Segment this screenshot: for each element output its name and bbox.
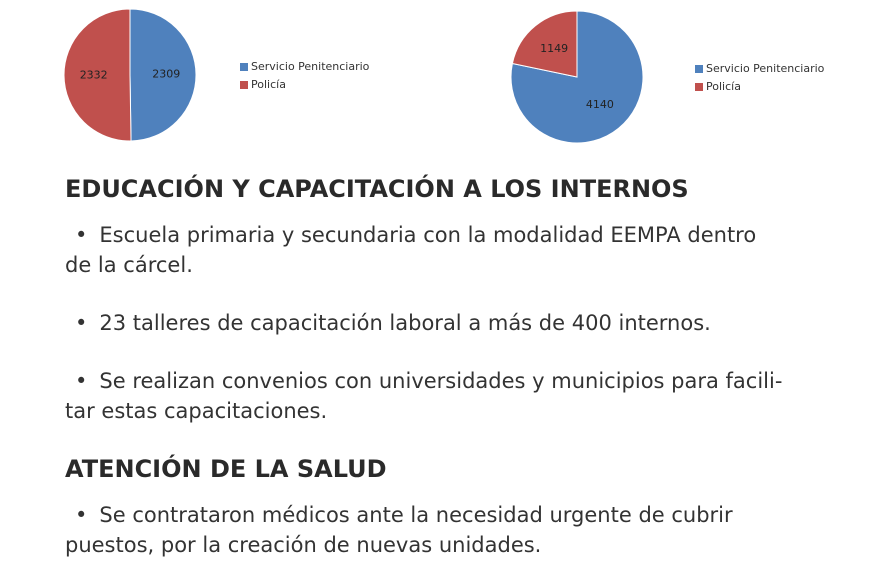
pie-slice [511,10,578,78]
charts: 2309 Servicio Penitenciario 2332 Policía 414… [63,8,825,144]
bullet-item: Se contrataron médicos ante la necesidad… [65,500,845,560]
section-heading: ATENCIÓN DE LA SALUD [65,455,387,483]
bullet-item: Se realizan convenios con universidades … [65,366,845,426]
pie-slice [510,10,644,144]
pie-slice [129,8,197,142]
legend-swatch [695,83,703,91]
text-line: Se realizan convenios con universidades … [65,366,845,396]
legend-label: Servicio Penitenciario [706,62,825,75]
section: EDUCACIÓN Y CAPACITACIÓN A LOS INTERNOS E… [65,172,845,426]
slice-label: 4140 [586,98,614,111]
slice-label: 2309 [152,68,180,81]
slice-label: 2332 [80,68,108,81]
bullet-item: Escuela primaria y secundaria con la mod… [65,220,845,280]
text-line: tar estas capacitaciones. [65,399,328,423]
pie-slice [63,8,132,142]
legend-label: Servicio Penitenciario [251,60,370,73]
text-line: 23 talleres de capacitación laboral a má… [65,308,845,338]
section-heading: EDUCACIÓN Y CAPACITACIÓN A LOS INTERNOS [65,175,689,203]
legend-label: Policía [251,78,286,91]
legend-label: Policía [706,80,741,93]
legend-swatch [240,63,248,71]
slice-label: 1149 [540,42,568,55]
document-body: EDUCACIÓN Y CAPACITACIÓN A LOS INTERNOS E… [65,172,845,580]
text-line: Escuela primaria y secundaria con la mod… [65,220,845,250]
text-line: de la cárcel. [65,253,193,277]
legend-swatch [240,81,248,89]
section: ATENCIÓN DE LA SALUD Se contrataron médic… [65,452,845,560]
bullet-item: 23 talleres de capacitación laboral a má… [65,308,845,338]
text-line: puestos, por la creación de nuevas unida… [65,533,542,557]
text-line: Se contrataron médicos ante la necesidad… [65,500,845,530]
legend-swatch [695,65,703,73]
